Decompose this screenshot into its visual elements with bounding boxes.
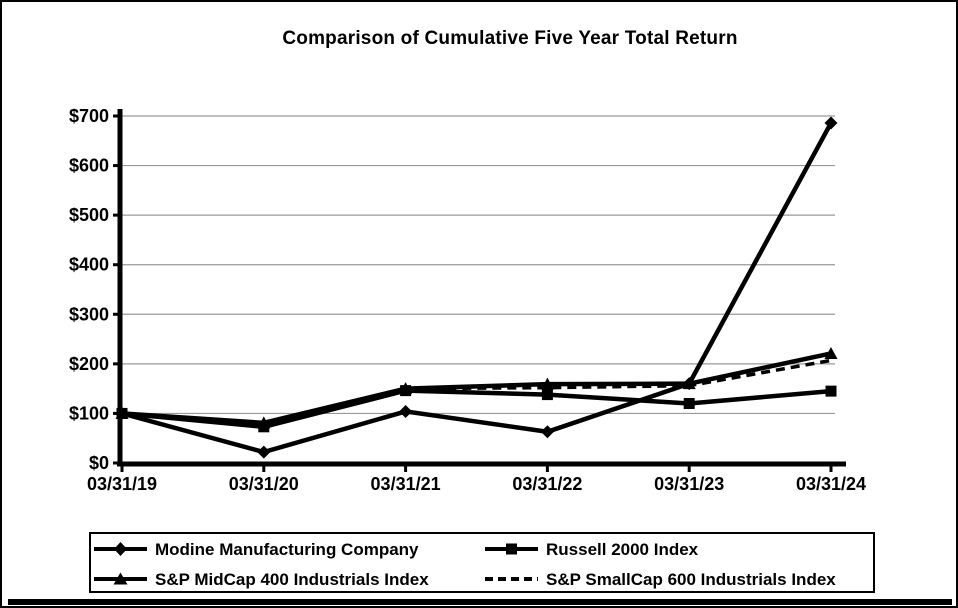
triangle-line-icon <box>94 572 147 585</box>
series-marker-triangle <box>540 377 554 390</box>
series-marker-diamond <box>824 116 838 130</box>
series-line-2 <box>121 351 832 426</box>
y-axis-label: $700 <box>69 106 109 126</box>
bottom-rule <box>8 599 952 605</box>
x-axis-label: 03/31/19 <box>87 474 157 494</box>
y-axis-label: $500 <box>69 205 109 225</box>
series-marker-diamond <box>682 377 696 391</box>
legend-label-russell: Russell 2000 Index <box>546 539 699 559</box>
y-axis-label: $200 <box>69 354 109 374</box>
series-marker-square <box>400 385 412 397</box>
x-axis-label: 03/31/20 <box>229 474 299 494</box>
diamond-line-icon <box>94 542 147 556</box>
x-axis-label: 03/31/21 <box>371 474 441 494</box>
series-marker-diamond <box>540 425 554 439</box>
y-axis-label: $300 <box>69 304 109 324</box>
legend-item-russell: Russell 2000 Index <box>485 535 698 563</box>
y-axis-label: $100 <box>69 403 109 423</box>
legend-label-modine: Modine Manufacturing Company <box>155 539 419 559</box>
series-marker-triangle <box>824 346 838 359</box>
series-marker-square <box>825 385 837 397</box>
legend-label-smallcap: S&P SmallCap 600 Industrials Index <box>546 569 836 589</box>
series-marker-diamond <box>399 404 413 418</box>
chart-title: Comparison of Cumulative Five Year Total… <box>282 28 738 49</box>
legend-item-modine: Modine Manufacturing Company <box>94 535 419 563</box>
y-axis-label: $400 <box>69 255 109 275</box>
x-axis-label: 03/31/22 <box>512 474 582 494</box>
dashed-line-icon <box>485 577 538 581</box>
series-marker-square <box>683 398 695 410</box>
series-line-0 <box>121 121 833 455</box>
chart-legend: Modine Manufacturing Company Russell 200… <box>89 532 875 593</box>
series-marker-diamond <box>257 445 271 459</box>
square-line-icon <box>485 543 538 555</box>
y-axis-label: $600 <box>69 156 109 176</box>
legend-item-midcap: S&P MidCap 400 Industrials Index <box>94 565 429 593</box>
x-axis-label: 03/31/23 <box>654 474 724 494</box>
y-axis-label: $0 <box>89 453 109 473</box>
series-marker-square <box>541 389 553 401</box>
series-line-1 <box>121 388 832 430</box>
series-marker-diamond <box>115 406 129 420</box>
legend-item-smallcap: S&P SmallCap 600 Industrials Index <box>485 565 836 593</box>
x-axis-label: 03/31/24 <box>796 474 866 494</box>
series-marker-square <box>258 421 270 433</box>
legend-label-midcap: S&P MidCap 400 Industrials Index <box>155 569 429 589</box>
